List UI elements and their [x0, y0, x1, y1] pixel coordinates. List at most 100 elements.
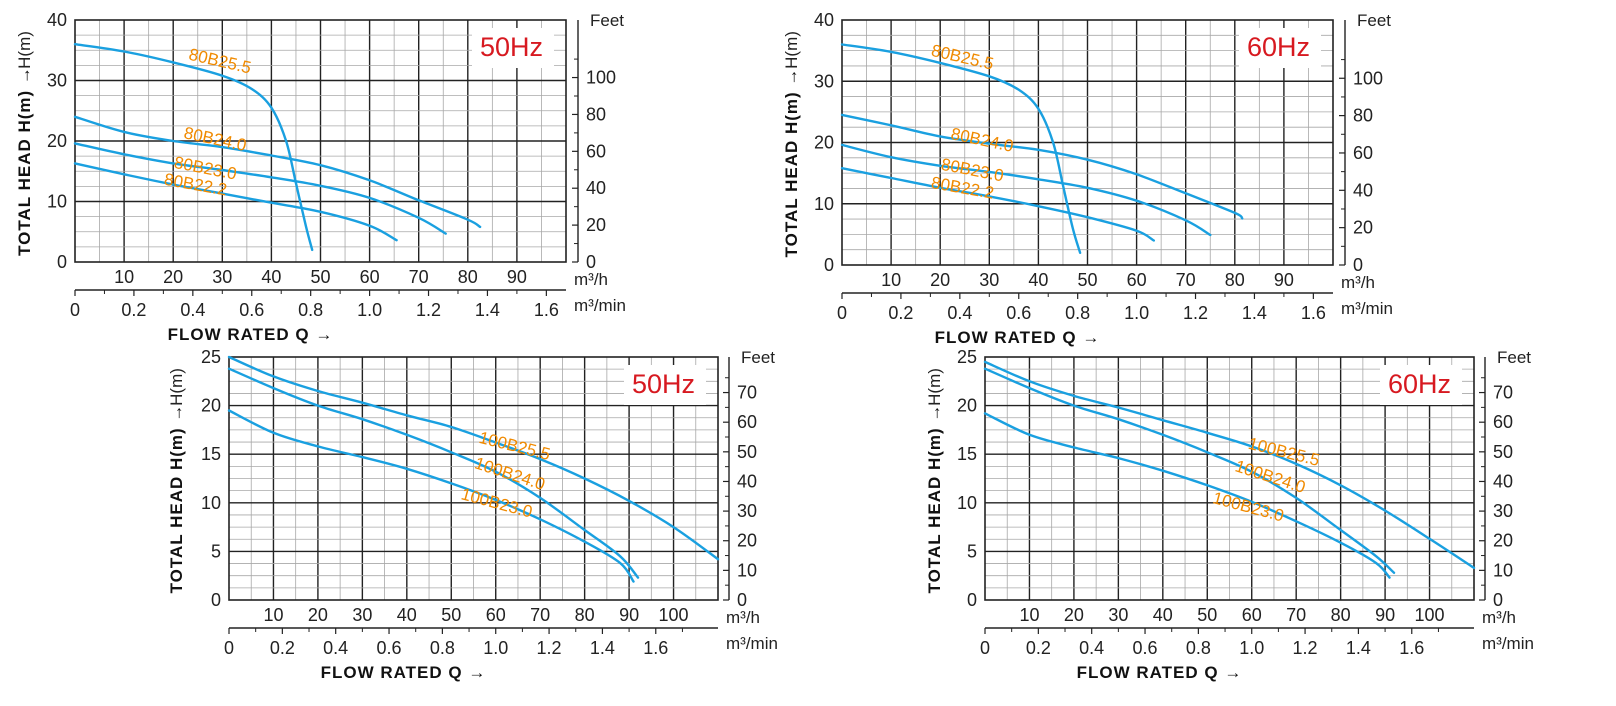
- x2-tick-label: 1.2: [1183, 303, 1208, 323]
- y-tick-label: 20: [47, 131, 67, 151]
- feet-tick-label: 30: [737, 501, 757, 521]
- y-tick-label: 20: [814, 133, 834, 153]
- x2-tick-label: 0.2: [1026, 638, 1051, 658]
- x-unit-primary: m³/h: [726, 608, 760, 627]
- x-tick-label: 90: [507, 267, 527, 287]
- x-tick-label: 60: [1127, 270, 1147, 290]
- feet-tick-label: 0: [586, 252, 596, 272]
- x-unit-primary: m³/h: [574, 270, 608, 289]
- frequency-label: 60Hz: [1388, 369, 1451, 399]
- x2-tick-label: 0: [837, 303, 847, 323]
- x2-tick-label: 1.2: [1293, 638, 1318, 658]
- curve-label-80B25.5: 80B25.5: [187, 45, 253, 78]
- feet-tick-label: 20: [1353, 218, 1373, 238]
- curve-100B24.0: [983, 367, 1396, 574]
- feet-tick-label: 0: [737, 590, 747, 610]
- y-tick-label: 40: [814, 10, 834, 30]
- curve-100B25.5: [227, 355, 720, 561]
- feet-tick-label: 60: [1353, 143, 1373, 163]
- y-tick-label: 20: [201, 396, 221, 416]
- feet-tick-label: 20: [737, 531, 757, 551]
- x2-tick-label: 1.0: [483, 638, 508, 658]
- x2-tick-label: 0: [980, 638, 990, 658]
- x2-tick-label: 0: [70, 300, 80, 320]
- feet-tick-label: 100: [1353, 68, 1383, 88]
- x-unit-secondary: m³/min: [726, 634, 778, 653]
- y-axis-title: TOTAL HEAD H(m) →: [782, 68, 801, 258]
- curve-label-80B24.0: 80B24.0: [182, 123, 248, 155]
- x-tick-label: 80: [458, 267, 478, 287]
- x2-tick-label: 1.6: [1301, 303, 1326, 323]
- y-tick-label: 5: [967, 541, 977, 561]
- frequency-label-bg: [1239, 28, 1321, 68]
- x2-tick-label: 0.4: [323, 638, 348, 658]
- y-tick-label: 25: [957, 347, 977, 367]
- curve-100B25.5: [983, 360, 1476, 570]
- curve-80B22.2: [73, 162, 398, 242]
- x-tick-label: 80: [1331, 605, 1351, 625]
- feet-tick-label: 20: [1493, 531, 1513, 551]
- curve-80B25.5: [840, 43, 1082, 254]
- plot-frame: [984, 356, 1475, 601]
- curve-80B22.2: [840, 167, 1155, 242]
- x2-tick-label: 1.6: [534, 300, 559, 320]
- curve-100B23.0: [227, 409, 635, 583]
- y-axis-title: TOTAL HEAD H(m) →: [15, 66, 34, 256]
- feet-tick-label: 10: [737, 560, 757, 580]
- x2-tick-label: 1.4: [1346, 638, 1371, 658]
- plot-frame: [841, 19, 1334, 266]
- x-tick-label: 20: [1064, 605, 1084, 625]
- y-axis-unit: H(m): [925, 368, 944, 406]
- x-unit-secondary: m³/min: [574, 296, 626, 315]
- curve-80B24.0: [840, 113, 1244, 220]
- x-unit-primary: m³/h: [1482, 608, 1516, 627]
- x-tick-label: 90: [1375, 605, 1395, 625]
- x-unit-secondary: m³/min: [1482, 634, 1534, 653]
- x2-tick-label: 1.4: [475, 300, 500, 320]
- grid: [75, 20, 566, 262]
- x-tick-label: 30: [212, 267, 232, 287]
- y-axis-title: TOTAL HEAD H(m) →: [925, 404, 944, 594]
- y-tick-label: 0: [211, 590, 221, 610]
- y-tick-label: 10: [957, 493, 977, 513]
- y-tick-label: 10: [201, 493, 221, 513]
- feet-tick-label: 60: [586, 141, 606, 161]
- x2-tick-label: 1.0: [1124, 303, 1149, 323]
- x2-tick-label: 0.6: [1133, 638, 1158, 658]
- x-tick-label: 70: [1176, 270, 1196, 290]
- x-tick-label: 40: [261, 267, 281, 287]
- x-tick-label: 100: [1415, 605, 1445, 625]
- curve-80B24.0: [73, 115, 482, 229]
- feet-tick-label: 40: [1353, 180, 1373, 200]
- y-tick-label: 40: [47, 10, 67, 30]
- x-tick-label: 40: [1153, 605, 1173, 625]
- x-axis-title: FLOW RATED Q →: [935, 328, 1101, 347]
- x-tick-label: 50: [1197, 605, 1217, 625]
- x2-tick-label: 1.6: [1399, 638, 1424, 658]
- feet-tick-label: 80: [1353, 106, 1373, 126]
- feet-tick-label: 70: [1493, 383, 1513, 403]
- feet-tick-label: 40: [1493, 471, 1513, 491]
- feet-axis-title: Feet: [741, 348, 775, 367]
- feet-tick-label: 50: [1493, 442, 1513, 462]
- feet-tick-label: 70: [737, 383, 757, 403]
- curve-label-100B23.0: 100B23.0: [459, 484, 534, 521]
- x-tick-label: 90: [1274, 270, 1294, 290]
- y-tick-label: 10: [47, 192, 67, 212]
- frequency-label-bg: [472, 28, 554, 68]
- x2-tick-label: 0: [224, 638, 234, 658]
- x-tick-label: 100: [659, 605, 689, 625]
- x-tick-label: 70: [1286, 605, 1306, 625]
- curve-80B23.0: [840, 143, 1212, 237]
- feet-tick-label: 10: [1493, 560, 1513, 580]
- feet-axis-title: Feet: [1357, 11, 1391, 30]
- curve-label-100B23.0: 100B23.0: [1211, 488, 1286, 525]
- feet-tick-label: 20: [586, 215, 606, 235]
- curve-80B23.0: [73, 142, 447, 235]
- x2-tick-label: 0.4: [1079, 638, 1104, 658]
- x2-tick-label: 1.2: [416, 300, 441, 320]
- plot-frame: [74, 19, 567, 263]
